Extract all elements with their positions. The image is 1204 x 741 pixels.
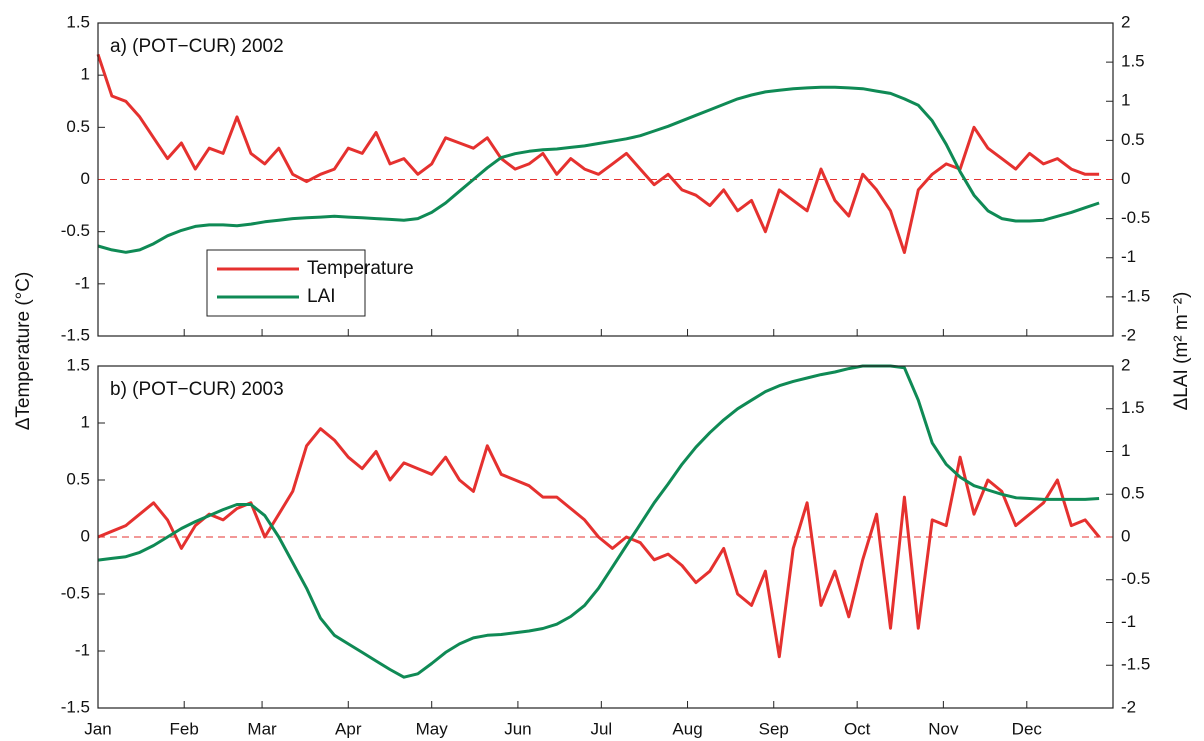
y-axis-label: ΔTemperature (°C): [13, 272, 34, 431]
panel-title: b) (POT−CUR) 2003: [110, 379, 284, 400]
y-tick-label: 1: [81, 65, 90, 84]
x-tick-label: Oct: [844, 719, 871, 738]
y2-tick-label: -2: [1121, 325, 1136, 344]
y2-tick-label: 1.5: [1121, 52, 1145, 71]
x-tick-label: Apr: [335, 719, 362, 738]
x-tick-label: Feb: [170, 719, 199, 738]
y-tick-label: 1: [81, 412, 90, 431]
y-tick-label: 0.5: [66, 117, 90, 136]
y2-tick-label: 1: [1121, 441, 1130, 460]
y-tick-label: -1: [75, 273, 90, 292]
y2-tick-label: 0: [1121, 526, 1130, 545]
y-tick-label: -0.5: [61, 221, 90, 240]
y2-tick-label: -2: [1121, 697, 1136, 716]
series-line: [97, 85, 1100, 254]
y2-tick-label: -0.5: [1121, 208, 1150, 227]
x-tick-label: Dec: [1012, 719, 1043, 738]
y2-tick-label: -1.5: [1121, 286, 1150, 305]
y-tick-label: 1.5: [66, 355, 90, 374]
panel-title: a) (POT−CUR) 2002: [110, 36, 284, 57]
y2-tick-label: -1: [1121, 612, 1136, 631]
x-tick-label: Jul: [590, 719, 612, 738]
series-line: [97, 427, 1101, 659]
y2-tick-label: -1.5: [1121, 655, 1150, 674]
y-tick-label: -0.5: [61, 583, 90, 602]
y2-tick-label: 1.5: [1121, 398, 1145, 417]
x-tick-label: Aug: [672, 719, 702, 738]
y-tick-label: -1: [75, 640, 90, 659]
y2-tick-label: 0: [1121, 169, 1130, 188]
x-tick-label: Jun: [504, 719, 531, 738]
y-tick-label: 0: [81, 526, 90, 545]
y2-tick-label: 2: [1121, 355, 1130, 374]
x-tick-label: Mar: [247, 719, 277, 738]
plot-frame: [97, 365, 1114, 709]
y2-tick-label: 1: [1121, 91, 1130, 110]
y-tick-label: 1.5: [66, 12, 90, 31]
y2-tick-label: -0.5: [1121, 569, 1150, 588]
y2-axis-label: ΔLAI (m² m⁻²): [1171, 292, 1192, 411]
y-tick-label: -1.5: [61, 325, 90, 344]
x-tick-label: May: [416, 719, 449, 738]
y-tick-label: -1.5: [61, 697, 90, 716]
legend-box: [206, 249, 366, 317]
y-tick-label: 0: [81, 169, 90, 188]
y-tick-label: 0.5: [66, 469, 90, 488]
y2-tick-label: -1: [1121, 247, 1136, 266]
y2-tick-label: 0.5: [1121, 484, 1145, 503]
y2-tick-label: 0.5: [1121, 130, 1145, 149]
x-tick-label: Jan: [84, 719, 111, 738]
x-tick-label: Sep: [759, 719, 789, 738]
legend-label: LAI: [307, 286, 336, 307]
plot-frame: [97, 22, 1114, 337]
y2-tick-label: 2: [1121, 12, 1130, 31]
x-tick-label: Nov: [928, 719, 959, 738]
series-line: [96, 53, 1100, 254]
legend-label: Temperature: [307, 258, 414, 279]
series-line: [97, 364, 1100, 679]
